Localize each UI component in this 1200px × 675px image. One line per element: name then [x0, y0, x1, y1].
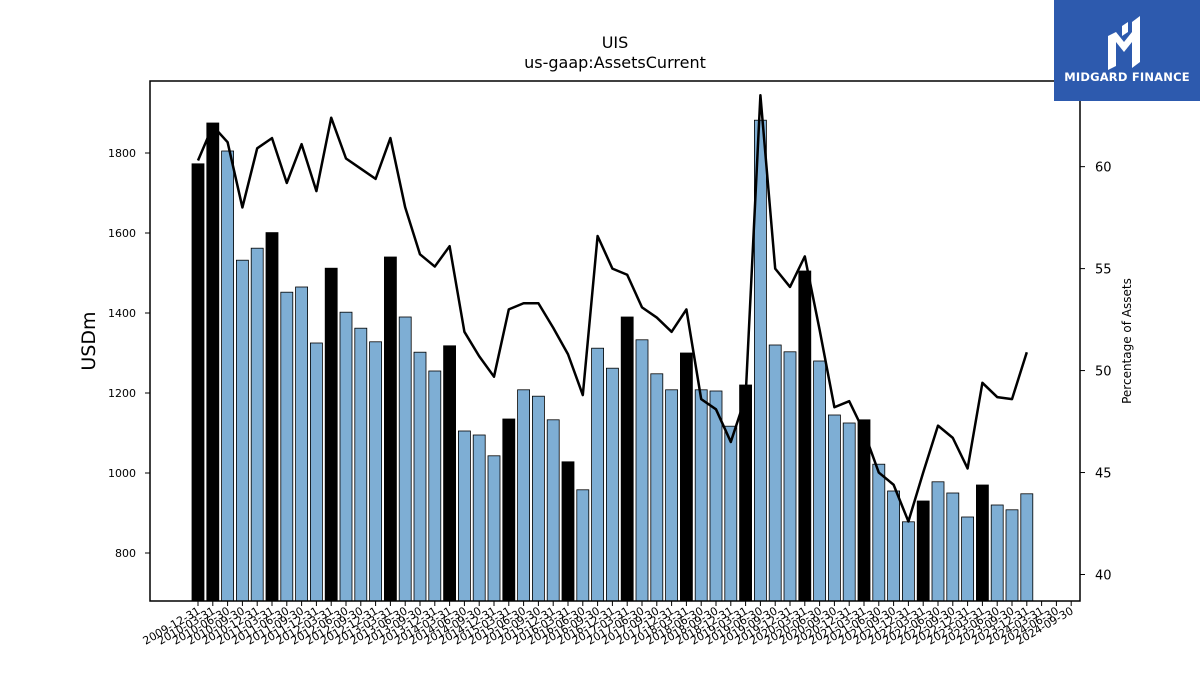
bar-2012-12-31 — [369, 341, 383, 602]
y2-tick-label: 50 — [1095, 365, 1112, 380]
bar-2017-12-31 — [665, 389, 678, 602]
bar-2015-12-31 — [546, 419, 560, 602]
y2-tick-label: 60 — [1095, 161, 1112, 176]
y2-tick-label: 55 — [1095, 263, 1112, 278]
bar-2016-03-31 — [561, 461, 575, 602]
y-axis-label: USDm — [78, 311, 100, 370]
bar-2016-12-31 — [606, 367, 619, 602]
brand-logo: MIDGARD FINANCE — [1054, 0, 1200, 101]
bar-2009-12-31 — [191, 163, 205, 602]
bar-2011-09-30 — [295, 286, 309, 602]
bar-2017-09-30 — [650, 373, 664, 602]
bar-2012-06-30 — [339, 311, 353, 602]
bar-2014-09-30 — [472, 434, 486, 602]
bar-2010-09-30 — [235, 259, 249, 602]
plot-frame — [149, 80, 1081, 602]
y-tick-label: 1800 — [108, 147, 136, 160]
bar-2020-12-31 — [842, 422, 856, 602]
y-tick-label: 800 — [115, 547, 136, 560]
bar-2022-09-30 — [946, 492, 960, 602]
percentage-line-series — [196, 94, 1028, 523]
bar-2015-03-31 — [502, 418, 516, 602]
midgard-m-logo-icon — [1108, 16, 1140, 70]
y2-tick-label: 45 — [1095, 467, 1112, 482]
bar-2023-03-31 — [976, 484, 989, 602]
y2-tick-label: 40 — [1095, 568, 1112, 583]
x-axis: 2009-12-312010-03-312010-06-302010-09-30… — [141, 601, 1076, 648]
bar-2011-06-30 — [280, 291, 294, 602]
brand-name: MIDGARD FINANCE — [1064, 70, 1190, 84]
bar-2010-12-31 — [250, 247, 264, 602]
y-tick-label: 1400 — [108, 307, 136, 320]
bar-2021-09-30 — [887, 490, 900, 602]
bar-2022-06-30 — [931, 481, 945, 602]
y-tick-label: 1000 — [108, 467, 136, 480]
y-axis-left: 800 1000 1200 1400 1600 1800 — [108, 147, 150, 560]
bar-series — [191, 119, 1034, 602]
bar-2011-03-31 — [265, 232, 279, 602]
y-tick-label: 1200 — [108, 387, 136, 400]
bar-2018-12-31 — [724, 425, 738, 602]
bar-2018-09-30 — [709, 390, 723, 602]
bar-2017-06-30 — [635, 339, 649, 602]
bar-2018-06-30 — [694, 389, 708, 602]
bar-2020-03-31 — [798, 270, 812, 602]
bar-2019-12-31 — [783, 351, 797, 602]
bar-2014-06-30 — [457, 430, 471, 602]
bar-2023-09-30 — [1005, 509, 1019, 602]
bar-2022-03-31 — [916, 500, 930, 602]
bar-2016-06-30 — [576, 489, 590, 602]
bar-2021-06-30 — [872, 463, 886, 602]
bar-2012-03-31 — [324, 267, 338, 602]
chart-title: UIS — [602, 33, 629, 52]
bar-2015-06-30 — [517, 389, 530, 602]
bar-2018-03-31 — [680, 352, 693, 602]
bar-2014-03-31 — [443, 345, 457, 602]
bar-2015-09-30 — [532, 395, 545, 602]
y2-axis-label: Percentage of Assets — [1120, 278, 1134, 404]
bar-2010-06-30 — [221, 150, 235, 602]
bar-2020-06-30 — [813, 360, 826, 602]
y-tick-label: 1600 — [108, 227, 136, 240]
bar-2013-09-30 — [413, 351, 427, 602]
y-axis-right: 40 45 50 55 60 — [1080, 161, 1112, 583]
bar-2019-09-30 — [768, 344, 782, 602]
bar-2013-12-31 — [428, 370, 442, 602]
bar-2012-09-30 — [354, 327, 368, 602]
bar-2013-06-30 — [398, 316, 412, 602]
percentage-line — [196, 94, 1028, 523]
bar-2011-12-31 — [309, 342, 323, 602]
bar-2016-09-30 — [591, 347, 604, 602]
bar-2013-03-31 — [383, 256, 397, 602]
bar-2020-09-30 — [828, 414, 841, 602]
bar-2021-12-31 — [902, 521, 915, 602]
chart-subtitle: us-gaap:AssetsCurrent — [524, 53, 706, 72]
bar-2023-12-31 — [1020, 493, 1034, 602]
bar-2010-03-31 — [206, 122, 220, 602]
bar-2014-12-31 — [487, 455, 501, 602]
bar-2022-12-31 — [961, 516, 974, 602]
bar-2017-03-31 — [620, 316, 634, 602]
bar-2023-06-30 — [990, 504, 1004, 602]
bar-2019-03-31 — [739, 384, 752, 602]
